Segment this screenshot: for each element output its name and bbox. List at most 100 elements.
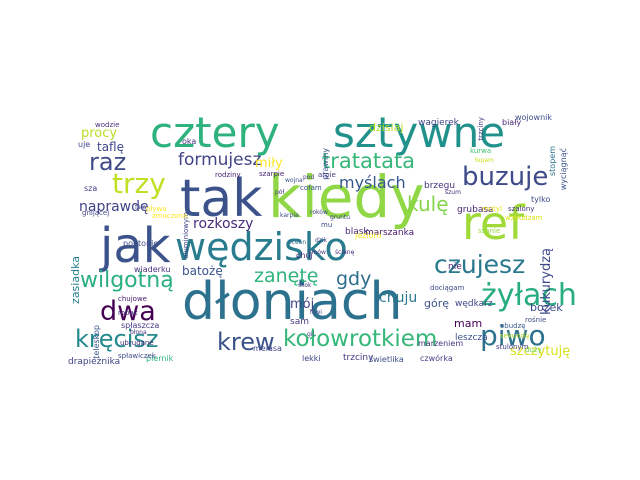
word-bozek: bożek	[530, 301, 563, 314]
word-robak: robak	[118, 309, 138, 317]
word-duzy: duży	[525, 346, 542, 354]
word-kolowrotkiem: kołowrotkiem	[283, 326, 438, 352]
word-buzuje: buzuje	[462, 162, 549, 192]
word-ssanie: ssanie	[478, 227, 501, 235]
word-ocean: ocean	[288, 239, 307, 246]
word-chuj: chuj	[296, 251, 313, 260]
word-cztery: cztery	[150, 108, 280, 157]
word-swietlika: świetlika	[369, 355, 404, 364]
word-trzciny-2: trzciny	[477, 117, 485, 141]
word-uje: uje	[78, 140, 91, 149]
word-leszcza: leszcza	[455, 333, 488, 343]
word-teleskop: teleskop	[92, 325, 101, 359]
word-trzy: trzy	[112, 167, 166, 200]
word-procy: procy	[81, 126, 118, 141]
word-blask: blask	[345, 227, 369, 237]
word-meiasa: meiasa	[253, 344, 282, 353]
word-chuju: chuju	[379, 290, 418, 306]
word-pontonie: pontonie	[123, 239, 159, 248]
word-fala: fala	[135, 204, 147, 211]
word-grubasa: grubasa	[457, 205, 494, 215]
word-marszanka: marszanka	[365, 228, 415, 238]
word-mam: mam	[454, 317, 483, 330]
word-wedkarz: wędkarz	[455, 299, 493, 309]
word-ubrugane: ubrugane	[120, 339, 154, 347]
word-krecisz: kręcisz	[75, 325, 159, 353]
word-marzeniem: marzeniem	[418, 339, 464, 348]
word-zanete: zanętę	[254, 265, 319, 287]
word-gore: górę	[424, 297, 450, 310]
word-zasiadka: zasiadka	[69, 256, 82, 304]
word-dzik: dzik	[315, 237, 328, 244]
word-tylko: tylko	[531, 195, 551, 204]
word-gruntu: gruntu	[330, 214, 351, 221]
word-rodziny: rodziny	[215, 171, 241, 179]
word-oka: oka	[182, 137, 197, 146]
word-splaszcza: spłaszcza	[121, 321, 160, 330]
word-wojna: wojna	[285, 177, 303, 184]
word-formujesz: formujesz	[178, 150, 262, 170]
word-naprawde: naprawdę	[79, 199, 149, 215]
word-batoze: batożę	[182, 264, 223, 278]
word-czworka: czwórka	[420, 354, 453, 363]
word-splawiczek: spławiczek	[118, 352, 156, 360]
word-brzegu: brzegu	[424, 181, 456, 191]
word-arpie: arpie	[318, 171, 336, 179]
word-skok: skok	[298, 282, 312, 289]
word-tratatata: tratatata	[322, 149, 416, 173]
word-dloniach: dłoniach	[182, 272, 403, 332]
word-tafle: taflę	[97, 140, 124, 154]
word-sekunde: sekundę	[500, 332, 530, 340]
word-chujowe: chujowe	[118, 295, 147, 303]
word-zmoczona: zmoczona	[152, 212, 188, 220]
word-drapieznika: drapieżnika	[68, 357, 121, 367]
word-plywa: pływa	[146, 205, 167, 213]
word-stulonym: stulonym	[496, 343, 529, 351]
word-rosnie: rośnie	[525, 316, 547, 324]
word-bialy: biały	[502, 118, 522, 127]
word-dociagam: dociągam	[430, 284, 465, 292]
word-wzbudzam: wzbudzam	[505, 214, 543, 222]
word-dwa: dwa	[100, 296, 156, 327]
word-gnijacej: gnijącej	[82, 209, 110, 217]
word-sam: sam	[290, 317, 309, 327]
word-raz: raz	[89, 148, 127, 176]
word-lekki: lekki	[302, 354, 321, 363]
word-stopem: stopem	[548, 146, 557, 176]
word-wagierek: wagierek	[418, 118, 459, 128]
word-jak: jak	[100, 218, 171, 274]
word-kule: kulę	[407, 192, 449, 216]
word-obudze: obudzę	[500, 322, 526, 330]
word-jezioro: jezioro	[355, 231, 382, 240]
word-nie: nie	[448, 262, 462, 272]
word-rozkoszy: rozkoszy	[193, 216, 254, 232]
word-szum: szum	[445, 189, 461, 196]
word-szalony: szalony	[508, 205, 535, 213]
word-wedzisko: wędzisko	[175, 225, 348, 269]
word-moj: mój	[290, 297, 315, 312]
word-sza: sza	[84, 184, 98, 193]
word-gdy: gdy	[336, 268, 372, 290]
word-wyciagnac: wyciągnąć	[559, 148, 568, 191]
word-myslach: myślach	[339, 173, 406, 192]
word-lupam: łupam	[475, 157, 494, 164]
word-krew: krew	[217, 328, 275, 356]
word-pod: pod	[303, 174, 315, 181]
word-czujesz: czujesz	[434, 250, 526, 279]
word-cofam: cofam	[300, 184, 322, 192]
word-piwo: piwo	[480, 319, 546, 352]
word-sciane: ścianę	[335, 249, 355, 256]
word-szarpie: szarpie	[259, 170, 285, 178]
word-tak: tak	[180, 169, 263, 229]
word-rokow: roków	[310, 209, 328, 216]
word-gil: gil	[307, 331, 315, 338]
word-szczytuje: szczytuję	[510, 344, 571, 359]
word-sztywne: sztywne	[333, 108, 506, 157]
word-blona: błona	[130, 329, 147, 336]
word-kiedy: kiedy	[268, 163, 425, 231]
word-mily: miły	[255, 156, 283, 171]
word-motyl: motyl	[482, 205, 502, 213]
word-lowi: łowi	[310, 309, 322, 316]
word-dzisiaj: dzisiaj	[369, 121, 404, 134]
